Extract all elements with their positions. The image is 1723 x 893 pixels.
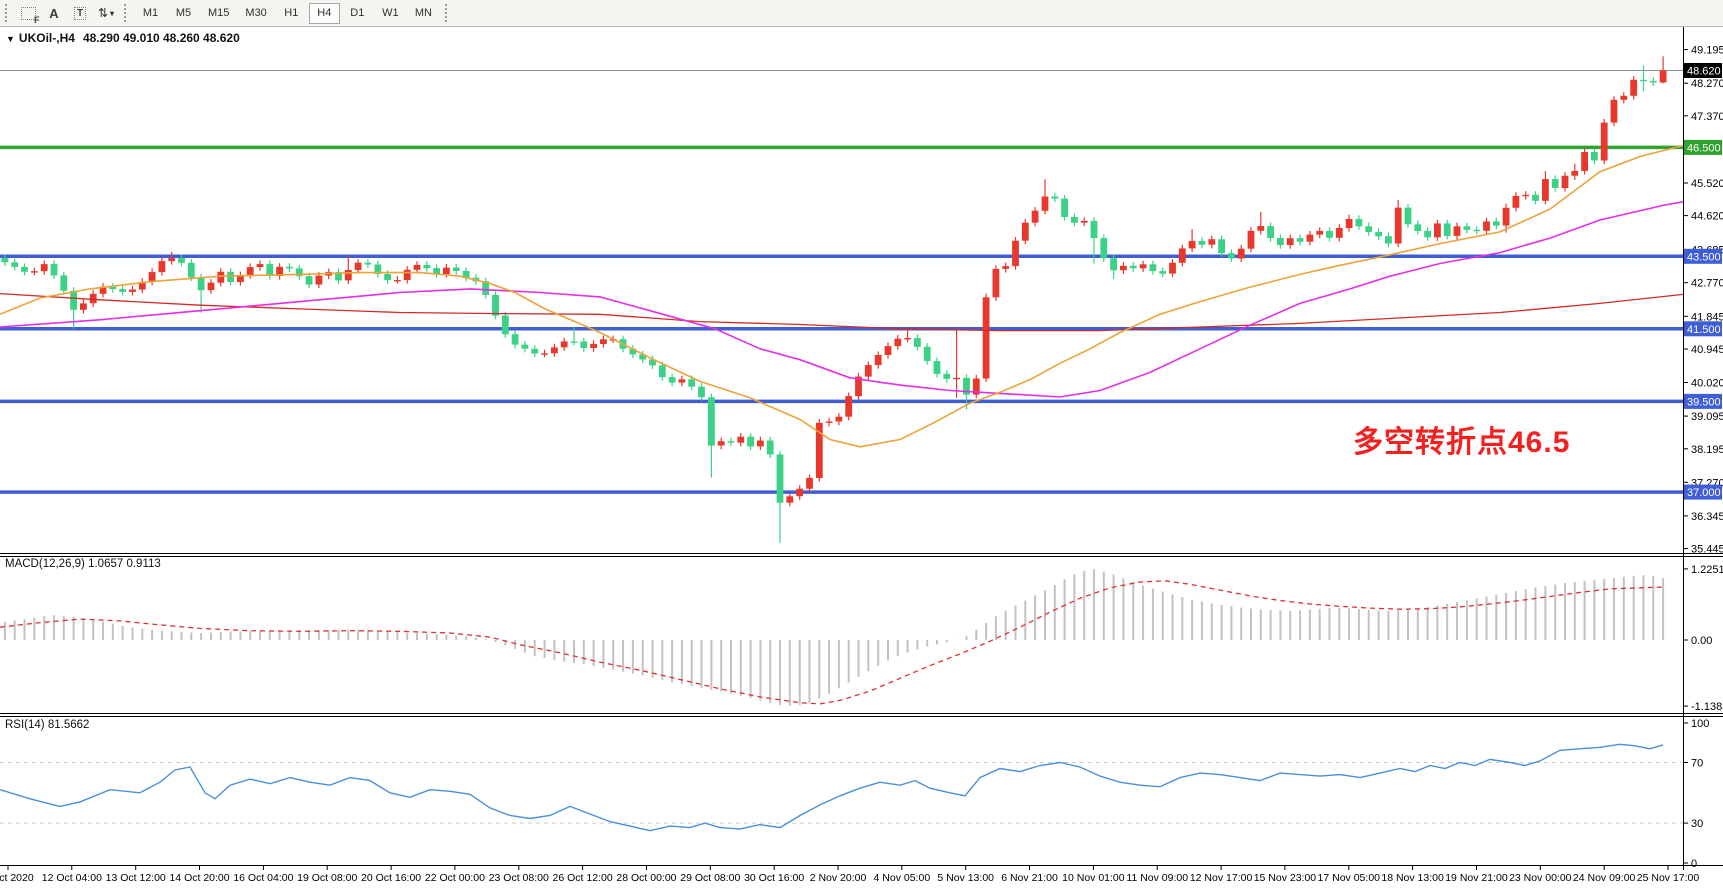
svg-text:4 Nov 05:00: 4 Nov 05:00 xyxy=(874,872,931,884)
toolbar: F A T ⇅ ▾ M1 M5 M15 M30 H1 H4 D1 W1 MN xyxy=(0,0,1723,27)
svg-text:39.500: 39.500 xyxy=(1687,396,1721,408)
svg-text:10 Nov 01:00: 10 Nov 01:00 xyxy=(1062,872,1125,884)
macd-values: 1.0657 0.9113 xyxy=(88,558,161,570)
svg-text:9 Oct 2020: 9 Oct 2020 xyxy=(0,872,34,884)
fibonacci-tool-button[interactable]: F xyxy=(15,2,41,25)
svg-text:2 Nov 20:00: 2 Nov 20:00 xyxy=(810,872,867,884)
svg-text:14 Oct 20:00: 14 Oct 20:00 xyxy=(169,872,229,884)
svg-text:40.020: 40.020 xyxy=(1691,378,1723,390)
svg-text:45.520: 45.520 xyxy=(1691,178,1723,190)
chevron-down-icon[interactable]: ▾ xyxy=(110,8,115,18)
svg-text:29 Oct 08:00: 29 Oct 08:00 xyxy=(680,872,740,884)
svg-text:35.445: 35.445 xyxy=(1691,544,1723,556)
svg-text:70: 70 xyxy=(1691,757,1703,769)
ohlc-values: 48.290 49.010 48.260 48.620 xyxy=(82,31,240,45)
svg-text:40.945: 40.945 xyxy=(1691,344,1723,356)
svg-text:18 Nov 13:00: 18 Nov 13:00 xyxy=(1381,872,1444,884)
svg-text:19 Oct 08:00: 19 Oct 08:00 xyxy=(297,872,357,884)
price-axis[interactable] xyxy=(1683,27,1723,865)
svg-text:41.500: 41.500 xyxy=(1687,324,1721,336)
text-label-icon: A xyxy=(49,5,59,21)
timeframe-button-m15[interactable]: M15 xyxy=(201,3,236,24)
svg-text:11 Nov 09:00: 11 Nov 09:00 xyxy=(1126,872,1188,884)
svg-text:19 Nov 21:00: 19 Nov 21:00 xyxy=(1445,872,1508,884)
timeframe-button-group: M1 M5 M15 M30 H1 H4 D1 W1 MN xyxy=(134,2,440,24)
fibonacci-icon: F xyxy=(20,6,40,25)
svg-text:-1.1383: -1.1383 xyxy=(1691,701,1723,713)
timeframe-button-m1[interactable]: M1 xyxy=(135,3,166,24)
symbol-timeframe-label: UKOil-,H4 xyxy=(18,31,75,45)
text-box-tool-button[interactable]: T xyxy=(67,2,93,24)
svg-text:42.770: 42.770 xyxy=(1691,278,1723,290)
svg-text:48.620: 48.620 xyxy=(1687,65,1721,77)
rsi-pane[interactable] xyxy=(0,717,1683,865)
svg-text:0.00: 0.00 xyxy=(1691,635,1712,647)
svg-text:12 Nov 17:00: 12 Nov 17:00 xyxy=(1190,872,1253,884)
toolbar-drag-grip[interactable] xyxy=(5,4,10,22)
svg-text:25 Nov 17:00: 25 Nov 17:00 xyxy=(1637,872,1700,884)
macd-pane[interactable] xyxy=(0,557,1683,712)
svg-text:24 Nov 09:00: 24 Nov 09:00 xyxy=(1573,872,1636,884)
svg-text:30: 30 xyxy=(1691,818,1703,830)
annotation-text: 多空转折点46.5 xyxy=(1353,426,1571,459)
svg-text:17 Nov 05:00: 17 Nov 05:00 xyxy=(1318,872,1381,884)
timeframe-button-m30[interactable]: M30 xyxy=(238,3,273,24)
svg-text:23 Nov 00:00: 23 Nov 00:00 xyxy=(1509,872,1572,884)
svg-text:6 Nov 21:00: 6 Nov 21:00 xyxy=(1001,872,1058,884)
svg-text:36.345: 36.345 xyxy=(1691,511,1723,523)
svg-text:23 Oct 08:00: 23 Oct 08:00 xyxy=(489,872,549,884)
rsi-indicator-label: RSI(14) 81.5662 xyxy=(5,719,90,731)
svg-text:26 Oct 12:00: 26 Oct 12:00 xyxy=(553,872,613,884)
svg-text:22 Oct 00:00: 22 Oct 00:00 xyxy=(425,872,485,884)
arrows-icon: ⇅ xyxy=(97,6,109,20)
svg-text:48.270: 48.270 xyxy=(1691,78,1723,90)
chart-title: ▼ UKOil-,H4 48.290 49.010 48.260 48.620 xyxy=(6,31,240,45)
svg-text:5 Nov 13:00: 5 Nov 13:00 xyxy=(937,872,994,884)
timeframe-button-h1[interactable]: H1 xyxy=(276,3,307,24)
time-axis[interactable] xyxy=(0,866,1683,893)
macd-indicator-label: MACD(12,26,9) 1.0657 0.9113 xyxy=(5,558,161,570)
timeframe-button-w1[interactable]: W1 xyxy=(375,3,406,24)
svg-text:20 Oct 16:00: 20 Oct 16:00 xyxy=(361,872,421,884)
text-box-icon: T xyxy=(73,6,87,20)
svg-text:37.000: 37.000 xyxy=(1687,487,1721,499)
svg-text:15 Nov 23:00: 15 Nov 23:00 xyxy=(1254,872,1317,884)
timeframe-button-h4[interactable]: H4 xyxy=(308,2,340,24)
toolbar-end-separator xyxy=(444,4,450,22)
timeframe-button-d1[interactable]: D1 xyxy=(342,3,373,24)
svg-text:0: 0 xyxy=(1691,858,1697,870)
svg-text:1.2251: 1.2251 xyxy=(1691,564,1723,576)
svg-text:49.195: 49.195 xyxy=(1691,45,1723,57)
timeframe-button-mn[interactable]: MN xyxy=(408,3,439,24)
svg-text:30 Oct 16:00: 30 Oct 16:00 xyxy=(744,872,804,884)
chart-title-dropdown-icon[interactable]: ▼ xyxy=(6,34,15,44)
toolbar-separator-grip[interactable] xyxy=(124,4,129,22)
svg-text:12 Oct 04:00: 12 Oct 04:00 xyxy=(42,872,102,884)
main-price-pane[interactable] xyxy=(0,27,1683,553)
svg-text:41.845: 41.845 xyxy=(1691,311,1723,323)
text-label-tool-button[interactable]: A xyxy=(41,2,67,24)
svg-text:28 Oct 00:00: 28 Oct 00:00 xyxy=(616,872,676,884)
svg-text:100: 100 xyxy=(1691,718,1709,730)
svg-text:46.500: 46.500 xyxy=(1687,142,1721,154)
svg-text:38.195: 38.195 xyxy=(1691,444,1723,456)
svg-text:39.095: 39.095 xyxy=(1691,411,1723,423)
svg-text:47.370: 47.370 xyxy=(1691,111,1723,123)
timeframe-button-m5[interactable]: M5 xyxy=(168,3,199,24)
svg-text:13 Oct 12:00: 13 Oct 12:00 xyxy=(106,872,166,884)
svg-text:44.620: 44.620 xyxy=(1691,211,1723,223)
arrow-styles-tool-button[interactable]: ⇅ ▾ xyxy=(93,2,119,24)
svg-text:43.500: 43.500 xyxy=(1687,251,1721,263)
rsi-value: 81.5662 xyxy=(47,719,90,731)
svg-text:16 Oct 04:00: 16 Oct 04:00 xyxy=(233,872,293,884)
